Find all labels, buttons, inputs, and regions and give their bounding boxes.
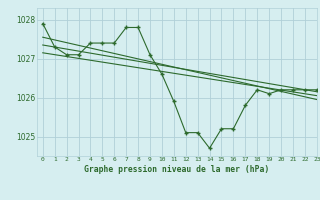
X-axis label: Graphe pression niveau de la mer (hPa): Graphe pression niveau de la mer (hPa) xyxy=(84,165,269,174)
